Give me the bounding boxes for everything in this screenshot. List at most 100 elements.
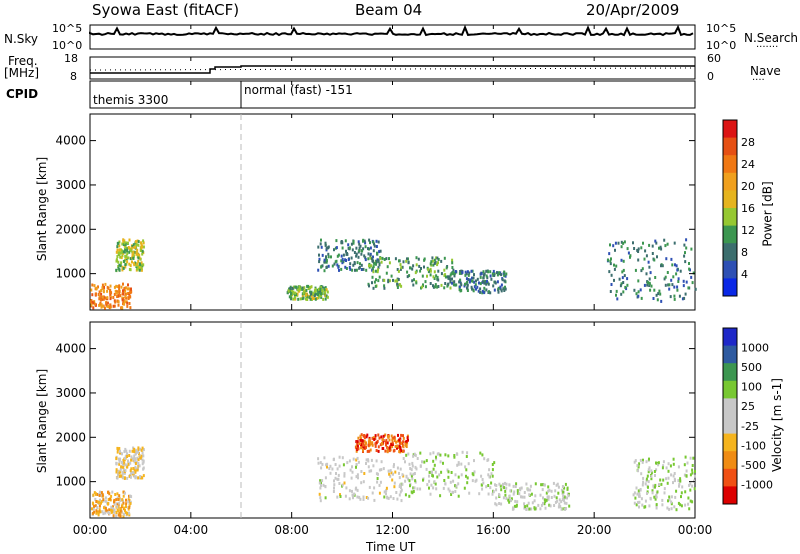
data-cell (691, 471, 694, 475)
data-cell (359, 434, 362, 438)
data-cell (508, 494, 511, 498)
data-cell (645, 479, 648, 483)
colorbar-swatch (723, 363, 737, 382)
data-cell (558, 498, 561, 502)
data-cell (489, 291, 492, 295)
data-cell (127, 459, 129, 463)
data-cell (120, 474, 123, 478)
data-cell (336, 263, 339, 267)
data-cell (650, 284, 653, 288)
data-cell (346, 252, 349, 256)
data-cell (396, 282, 399, 286)
data-cell (614, 241, 617, 245)
data-cell (429, 262, 432, 266)
data-cell (435, 274, 438, 278)
data-cell (637, 279, 640, 283)
data-cell (383, 278, 386, 282)
data-cell (540, 503, 543, 507)
data-cell (684, 503, 687, 507)
data-cell (364, 258, 367, 262)
data-cell (388, 257, 390, 261)
data-cell (385, 492, 387, 496)
data-cell (140, 246, 143, 250)
data-cell (345, 249, 347, 253)
data-cell (415, 281, 418, 285)
data-cell (377, 279, 380, 283)
data-cell (632, 493, 635, 497)
data-cell (123, 476, 126, 480)
data-cell (428, 474, 430, 478)
data-cell (405, 439, 408, 443)
data-cell (362, 448, 364, 452)
data-cell (401, 265, 404, 269)
data-cell (635, 486, 638, 490)
data-cell (637, 294, 640, 298)
data-cell (354, 268, 356, 272)
data-cell (387, 469, 390, 473)
data-cell (529, 484, 532, 488)
data-cell (101, 493, 104, 497)
data-cell (126, 241, 129, 245)
data-cell (620, 245, 623, 249)
data-cell (409, 467, 412, 470)
data-cell (104, 496, 107, 500)
data-cell (92, 511, 94, 515)
data-cell (371, 436, 374, 440)
data-cell (647, 470, 650, 474)
data-cell (449, 480, 452, 484)
data-cell (398, 450, 401, 454)
data-cell (93, 504, 95, 508)
data-cell (92, 493, 95, 497)
data-cell (324, 476, 327, 480)
data-cell (125, 254, 128, 258)
data-cell (656, 298, 659, 302)
data-cell (679, 269, 682, 273)
data-cell (513, 504, 516, 508)
data-cell (357, 447, 360, 451)
data-cell (466, 270, 469, 274)
data-cell (119, 294, 122, 298)
colorbar-swatch (723, 416, 737, 435)
data-cell (658, 289, 661, 293)
data-cell (340, 240, 343, 243)
data-cell (100, 500, 103, 504)
data-cell (95, 500, 98, 503)
data-cell (503, 289, 506, 292)
data-cell (559, 505, 562, 509)
data-cell (432, 275, 435, 279)
data-cell (391, 445, 394, 449)
data-cell (550, 489, 553, 493)
data-cell (610, 257, 612, 261)
data-cell (364, 245, 367, 249)
data-cell (374, 434, 377, 438)
data-cell (327, 255, 330, 259)
data-cell (477, 289, 480, 293)
data-cell (123, 286, 126, 290)
colorbar-tick-label: 4 (741, 268, 748, 281)
data-cell (131, 260, 133, 264)
data-cell (397, 433, 399, 437)
data-cell (666, 271, 669, 274)
data-cell (351, 268, 354, 272)
data-cell (675, 264, 678, 268)
data-cell (440, 272, 443, 276)
data-cell (485, 485, 488, 489)
data-cell (372, 261, 375, 265)
data-cell (323, 258, 326, 262)
data-cell (326, 465, 328, 469)
data-cell (479, 287, 482, 291)
data-cell (127, 256, 130, 260)
data-cell (644, 249, 647, 253)
data-cell (138, 253, 141, 257)
data-cell (116, 245, 119, 249)
data-cell (440, 259, 443, 263)
data-cell (667, 476, 670, 480)
data-cell (547, 497, 550, 501)
data-cell (355, 444, 358, 448)
data-cell (437, 269, 440, 273)
data-cell (412, 490, 415, 493)
data-cell (424, 280, 427, 284)
data-cell (560, 488, 563, 492)
data-cell (116, 508, 119, 512)
data-cell (318, 492, 321, 496)
